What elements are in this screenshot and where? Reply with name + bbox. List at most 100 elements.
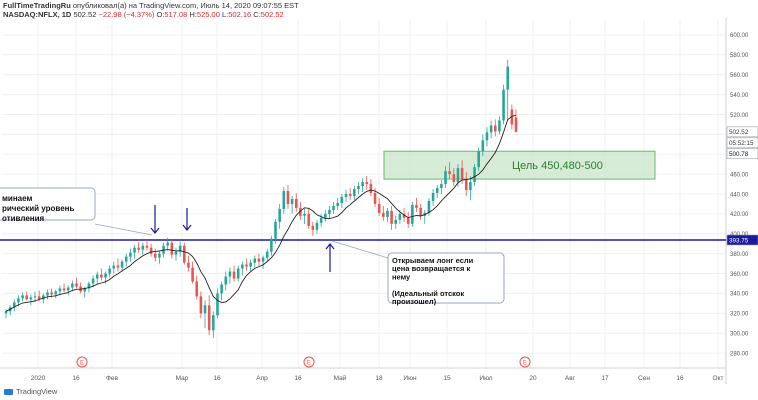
candle-body [75, 283, 78, 287]
moving-average-line [5, 114, 517, 312]
candle-body [95, 274, 99, 279]
candle-body [270, 238, 273, 252]
x-tick-label: 2020 [31, 375, 46, 382]
annotation-2-line: произошел) [392, 297, 437, 306]
candle-body [328, 209, 331, 214]
candle-body [170, 242, 174, 255]
candle-body [315, 222, 319, 230]
candle-body [373, 193, 377, 204]
candle-body [17, 298, 20, 303]
earnings-marker-label: E [80, 360, 84, 366]
high-label: H: [189, 10, 197, 19]
author-name[interactable]: FullTimeTradingRu [3, 1, 71, 10]
support-price-label-bg [726, 234, 758, 246]
candle-body [377, 203, 381, 213]
candle-body [158, 253, 161, 258]
ma-value-label-bg [726, 148, 758, 160]
candle-body [120, 261, 124, 268]
candle-body [477, 151, 480, 168]
y-tick-label: 520.00 [730, 113, 749, 119]
down-arrow-head [182, 224, 192, 231]
candle-body [195, 281, 199, 297]
annotation-1-line: рический уровень [2, 204, 75, 213]
candle-body [174, 251, 178, 255]
candle-body [232, 271, 236, 279]
candle-body [104, 273, 107, 278]
candle-body [307, 213, 310, 226]
candle-body [431, 193, 435, 201]
tradingview-logo[interactable]: TradingView [4, 387, 57, 396]
candle-body [493, 125, 497, 132]
open-label: O: [156, 10, 165, 19]
candle-body [332, 205, 335, 210]
candle-body [390, 210, 393, 224]
candle-body [236, 268, 240, 279]
candle-body [299, 207, 302, 216]
candle-body [460, 168, 464, 180]
symbol-label[interactable]: NASDAQ:NFLX, 1D [3, 10, 72, 19]
x-tick-label: 20 [529, 375, 537, 382]
target-zone [383, 150, 656, 180]
candle-body [149, 247, 153, 254]
earnings-marker-label: E [523, 360, 527, 366]
x-tick-label: Фев [106, 375, 119, 382]
candle-body [510, 109, 514, 125]
high-value: 525.00 [196, 10, 220, 19]
annotation-leader-1 [94, 223, 153, 236]
candle-body [369, 184, 373, 194]
candle-body [257, 258, 261, 262]
candle-body [29, 297, 33, 300]
earnings-marker-label: E [307, 360, 311, 366]
candle-body [116, 265, 120, 268]
y-tick-label: 420.00 [730, 212, 749, 218]
candle-body [440, 184, 443, 189]
candle-body [473, 167, 476, 183]
candle-body [311, 225, 315, 230]
x-tick-label: 17 [601, 375, 609, 382]
candle-body [191, 267, 194, 282]
x-tick-label: 16 [72, 375, 80, 382]
candle-body [448, 171, 451, 175]
candle-body [435, 188, 439, 194]
candle-body [87, 283, 91, 289]
candle-body [419, 207, 422, 216]
candle-body [303, 213, 306, 216]
open-value: 517.08 [164, 10, 188, 19]
candle-body [498, 120, 501, 132]
x-tick-label: Июл [479, 375, 492, 382]
candle-body [141, 245, 145, 250]
annotation-box-1 [0, 187, 96, 221]
candle-body [286, 191, 290, 204]
candle-body [319, 217, 323, 223]
candle-body [183, 245, 186, 263]
candle-body [46, 292, 49, 296]
candle-body [203, 305, 207, 314]
annotation-1-line: отивления [2, 214, 45, 223]
price-change: −22.98 (−4.37%) [98, 10, 155, 19]
earnings-marker [519, 356, 531, 368]
tradingview-logo-text: TradingView [16, 387, 58, 396]
x-tick-label: Авг [565, 375, 576, 382]
y-tick-label: 440.00 [730, 192, 749, 198]
x-tick-label: Окт [713, 375, 724, 382]
candle-body [153, 253, 157, 258]
y-tick-label: 320.00 [730, 312, 749, 318]
candle-body [21, 295, 24, 299]
down-arrow-head [150, 227, 160, 234]
candle-body [162, 245, 165, 254]
annotation-2-line: нему [392, 272, 411, 281]
candle-body [207, 305, 211, 331]
candle-body [361, 182, 364, 187]
candle-body [394, 219, 398, 224]
countdown-label-bg [726, 137, 758, 149]
candle-body [25, 295, 29, 300]
candle-body [261, 257, 265, 262]
annotation-2-line: цена возвращается к [392, 264, 471, 273]
candle-body [502, 89, 505, 121]
candle-body [340, 196, 344, 203]
publish-info: FullTimeTradingRu опубликовал(а) на Trad… [3, 1, 299, 10]
candle-body [282, 191, 286, 209]
candle-body [336, 202, 339, 206]
candle-body [166, 242, 169, 246]
